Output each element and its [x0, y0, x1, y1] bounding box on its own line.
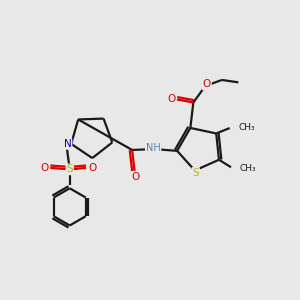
Text: O: O [131, 172, 139, 182]
Text: O: O [88, 163, 96, 173]
Text: O: O [203, 80, 211, 89]
Text: S: S [66, 164, 73, 174]
Text: O: O [167, 94, 175, 104]
Text: CH₃: CH₃ [239, 164, 256, 173]
Text: NH: NH [146, 143, 160, 153]
Text: O: O [40, 163, 48, 173]
Text: CH₃: CH₃ [238, 123, 255, 132]
Text: N: N [64, 139, 71, 149]
Text: S: S [192, 168, 199, 178]
